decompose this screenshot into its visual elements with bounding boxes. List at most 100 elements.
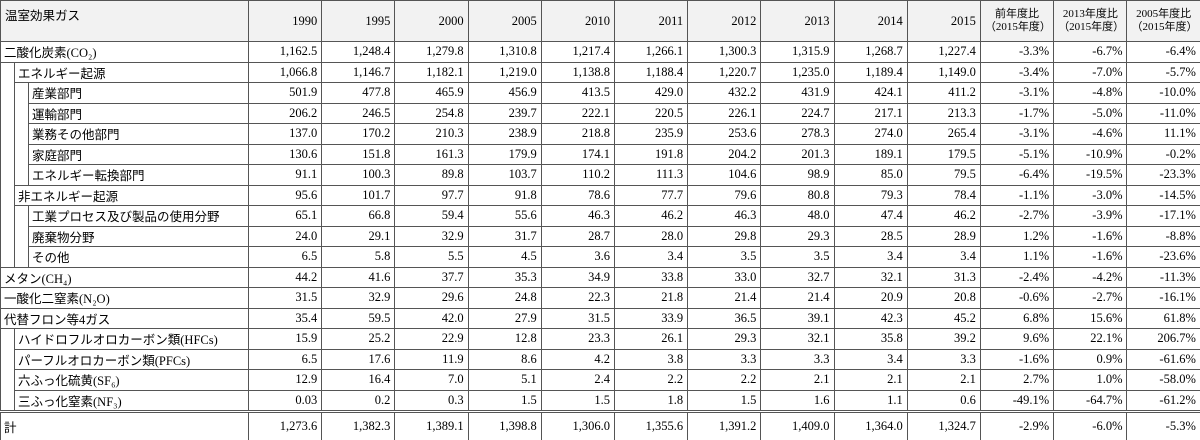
value-cell: 1,355.6 — [613, 409, 689, 440]
value-cell: 29.3 — [687, 328, 762, 350]
value-cell: 15.9 — [248, 328, 323, 350]
year-header: 2013 — [760, 0, 835, 42]
indent-cell — [0, 82, 15, 103]
indent-cell — [0, 349, 15, 370]
row-label: 代替フロン等4ガス — [0, 307, 250, 329]
ratio-note: （2015年度） — [1058, 21, 1125, 33]
row-label: 一酸化二窒素(N₂O) — [0, 287, 250, 309]
value-cell: 465.9 — [394, 82, 469, 104]
ratio-title: 前年度比 — [995, 8, 1040, 20]
value-cell: 32.9 — [321, 287, 396, 309]
table-row: その他 6.5 5.8 5.5 4.5 3.6 3.4 3.5 3.5 3.4 3.4 1.1% -1.… — [0, 246, 1200, 268]
value-cell: 218.8 — [540, 123, 615, 145]
value-cell: 33.0 — [687, 266, 762, 288]
value-cell: 42.3 — [833, 307, 908, 329]
ratio-cell: 6.8% — [979, 307, 1055, 329]
year-header: 2010 — [540, 0, 615, 42]
indent-cell — [14, 246, 29, 267]
ratio-cell: 15.6% — [1053, 307, 1128, 329]
ratio-cell: 61.8% — [1126, 307, 1200, 329]
value-cell: 204.2 — [687, 143, 762, 165]
ratio-cell: 0.9% — [1053, 348, 1128, 370]
ratio-cell: -23.6% — [1126, 246, 1200, 268]
value-cell: 1.5 — [540, 389, 615, 412]
value-cell: 1,217.4 — [540, 41, 615, 63]
value-cell: 100.3 — [321, 164, 396, 186]
value-cell: 226.1 — [687, 102, 762, 124]
value-cell: 1,391.2 — [687, 409, 762, 440]
value-cell: 28.9 — [906, 225, 981, 247]
value-cell: 151.8 — [321, 143, 396, 165]
value-cell: 21.4 — [687, 287, 762, 309]
table-row: エネルギー起源 1,066.8 1,146.7 1,182.1 1,219.0 1,138… — [0, 61, 1200, 83]
value-cell: 429.0 — [613, 82, 689, 104]
value-cell: 3.4 — [833, 246, 908, 268]
table-row: 廃棄物分野 24.0 29.1 32.9 31.7 28.7 28.0 29.8 29.3 28.… — [0, 225, 1200, 247]
header-row: 温室効果ガス 1990 1995 2000 2005 2010 2011 2012 2013 20… — [0, 0, 1200, 42]
row-label: 三ふっ化窒素(NF₃) — [13, 389, 250, 412]
value-cell: 2.1 — [760, 369, 835, 391]
value-cell: 1.1 — [833, 389, 908, 412]
ratio-cell: -19.5% — [1053, 164, 1128, 186]
value-cell: 1,227.4 — [906, 41, 981, 63]
indent-cell — [14, 144, 29, 165]
value-cell: 12.8 — [467, 328, 542, 350]
ratio-cell: -8.8% — [1126, 225, 1200, 247]
value-cell: 2.2 — [687, 369, 762, 391]
indent-cell — [14, 103, 29, 124]
table-row: パーフルオロカーボン類(PFCs) 6.5 17.6 11.9 8.6 4.2 3.8 3.3… — [0, 348, 1200, 370]
ratio-header: 前年度比 （2015年度） — [979, 0, 1055, 42]
value-cell: 36.5 — [687, 307, 762, 329]
ratio-cell: 1.1% — [979, 246, 1055, 268]
value-cell: 1,162.5 — [248, 41, 323, 63]
value-cell: 24.8 — [467, 287, 542, 309]
value-cell: 37.7 — [394, 266, 469, 288]
ratio-cell: -11.0% — [1126, 102, 1200, 124]
indent-cell — [14, 226, 29, 247]
value-cell: 0.6 — [906, 389, 981, 412]
table-row: 一酸化二窒素(N₂O) 31.5 32.9 29.6 24.8 22.3 21.8 21.4 2… — [0, 287, 1200, 309]
value-cell: 1,409.0 — [760, 409, 835, 440]
indent-cell — [0, 103, 15, 124]
ratio-cell: 11.1% — [1126, 123, 1200, 145]
value-cell: 3.4 — [906, 246, 981, 268]
value-cell: 206.2 — [248, 102, 323, 124]
ratio-cell: -0.6% — [979, 287, 1055, 309]
ratio-cell: -5.3% — [1126, 409, 1200, 440]
indent-cell — [0, 390, 15, 411]
value-cell: 274.0 — [833, 123, 908, 145]
value-cell: 1,189.4 — [833, 61, 908, 83]
value-cell: 24.0 — [248, 225, 323, 247]
value-cell: 431.9 — [760, 82, 835, 104]
value-cell: 55.6 — [467, 205, 542, 227]
row-label: 家庭部門 — [27, 143, 250, 165]
value-cell: 34.9 — [540, 266, 615, 288]
indent-cell — [0, 328, 15, 349]
value-cell: 33.8 — [613, 266, 689, 288]
year-header: 2011 — [613, 0, 689, 42]
table-row: 非エネルギー起源 95.6 101.7 97.7 91.8 78.6 77.7 79.6 80.… — [0, 184, 1200, 206]
value-cell: 31.5 — [540, 307, 615, 329]
value-cell: 174.1 — [540, 143, 615, 165]
indent-cell — [14, 164, 29, 185]
value-cell: 27.9 — [467, 307, 542, 329]
row-label: エネルギー起源 — [13, 61, 250, 83]
value-cell: 23.3 — [540, 328, 615, 350]
ratio-cell: -2.4% — [979, 266, 1055, 288]
value-cell: 1,389.1 — [394, 409, 469, 440]
value-cell: 17.6 — [321, 348, 396, 370]
value-cell: 33.9 — [613, 307, 689, 329]
value-cell: 501.9 — [248, 82, 323, 104]
value-cell: 41.6 — [321, 266, 396, 288]
value-cell: 210.3 — [394, 123, 469, 145]
value-cell: 97.7 — [394, 184, 469, 206]
year-header: 2012 — [687, 0, 762, 42]
value-cell: 78.4 — [906, 184, 981, 206]
indent-cell — [0, 144, 15, 165]
value-cell: 25.2 — [321, 328, 396, 350]
value-cell: 16.4 — [321, 369, 396, 391]
value-cell: 46.3 — [540, 205, 615, 227]
value-cell: 1,310.8 — [467, 41, 542, 63]
ratio-cell: -10.9% — [1053, 143, 1128, 165]
ratio-cell: -2.7% — [1053, 287, 1128, 309]
